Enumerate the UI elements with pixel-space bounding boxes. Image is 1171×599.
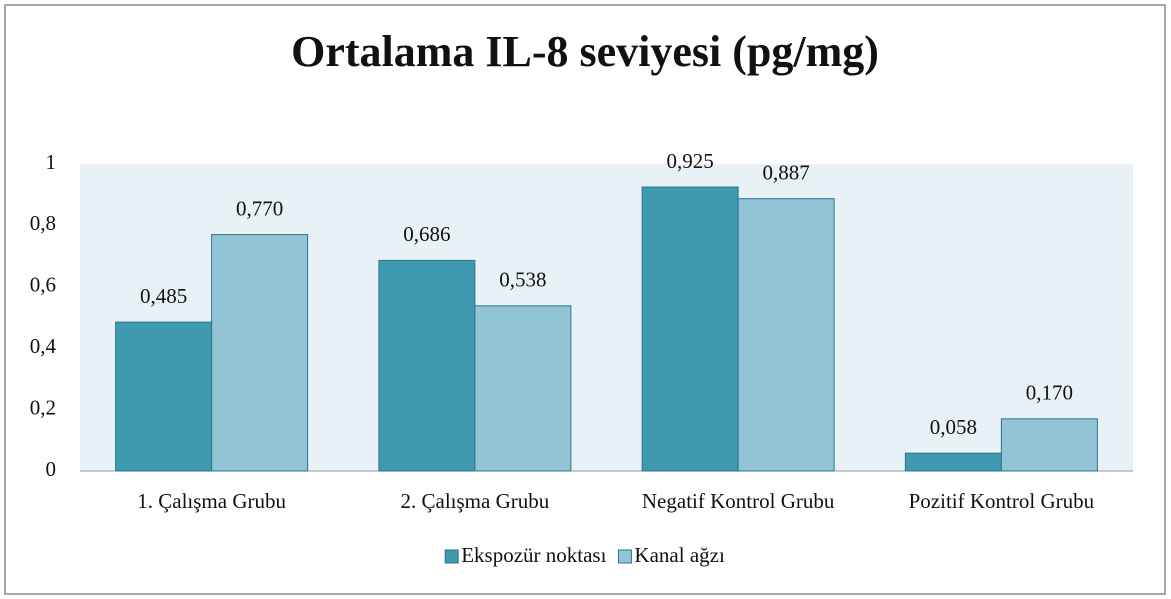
y-tick-label: 0,6: [30, 273, 56, 297]
data-label: 0,170: [1026, 381, 1073, 405]
y-tick-label: 0,4: [30, 334, 57, 358]
data-label: 0,058: [930, 415, 977, 439]
legend-swatch: [444, 549, 459, 564]
bar: [474, 305, 572, 472]
bar: [115, 321, 213, 472]
x-tick-label: 2. Çalışma Grubu: [401, 489, 550, 513]
legend-label: Ekspozür noktası: [461, 543, 606, 567]
legend-swatch: [617, 549, 632, 564]
data-label: 0,538: [499, 268, 546, 292]
y-tick-label: 1: [46, 150, 57, 174]
bar: [1000, 418, 1098, 472]
data-label: 0,925: [667, 149, 714, 173]
y-tick-label: 0,8: [30, 211, 56, 235]
bar: [641, 186, 739, 472]
y-tick-label: 0: [46, 457, 57, 481]
bar: [737, 198, 835, 472]
data-label: 0,686: [403, 222, 450, 246]
x-tick-label: Negatif Kontrol Grubu: [642, 489, 835, 513]
bar: [378, 259, 476, 472]
data-label: 0,770: [236, 196, 283, 220]
bar: [904, 452, 1002, 472]
data-label: 0,485: [140, 284, 187, 308]
data-label: 0,887: [763, 161, 810, 185]
chart-title: Ortalama IL-8 seviyesi (pg/mg): [291, 27, 879, 76]
legend-label: Kanal ağzı: [634, 543, 725, 567]
x-tick-label: 1. Çalışma Grubu: [137, 489, 286, 513]
bar: [211, 234, 309, 472]
y-tick-label: 0,2: [30, 395, 56, 419]
x-tick-label: Pozitif Kontrol Grubu: [909, 489, 1095, 513]
